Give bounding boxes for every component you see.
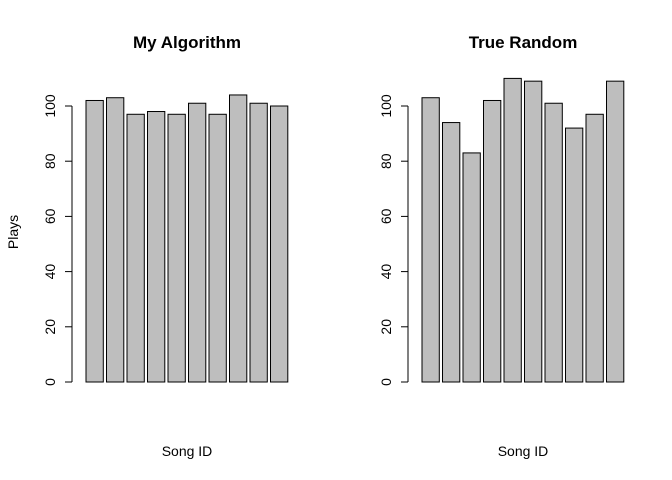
bar-song-9 [249,102,268,383]
bar-song-10 [606,80,625,383]
y-tick-label: 0 [42,378,58,386]
y-tick-label: 60 [42,208,58,224]
y-tick-label: 40 [378,264,394,280]
chart-title: My Algorithm [133,33,241,52]
y-axis: 0 20 40 60 80 100 [378,94,409,386]
y-tick-label: 40 [42,264,58,280]
y-tick-label: 20 [378,319,394,335]
y-tick-label: 80 [42,153,58,169]
bar-song-2 [442,122,461,383]
bar-song-3 [126,113,145,383]
bar-song-4 [483,99,502,383]
bar-song-6 [188,102,207,383]
bar-song-5 [167,113,186,383]
bar-song-6 [524,80,543,383]
chart-panel-my-algorithm: My Algorithm Song ID 0 20 40 60 80 100 [42,33,289,459]
y-axis-label: Plays [5,215,21,249]
bar-song-8 [229,94,248,383]
bar-song-5 [503,77,522,383]
bar-song-1 [85,99,104,383]
y-tick-label: 100 [378,94,394,118]
chart-title: True Random [469,33,578,52]
x-axis-label: Song ID [162,443,213,459]
bars [85,94,289,383]
chart-panel-true-random: True Random Song ID 0 20 40 60 80 100 [378,33,625,459]
y-tick-label: 0 [378,378,394,386]
bar-song-2 [106,97,125,383]
bars [421,77,625,383]
y-tick-label: 80 [378,153,394,169]
bar-song-3 [462,152,481,383]
bar-song-9 [585,113,604,383]
bar-song-10 [270,105,289,383]
bar-song-4 [147,111,166,383]
x-axis-label: Song ID [498,443,549,459]
y-tick-label: 100 [42,94,58,118]
bar-song-7 [544,102,563,383]
bar-song-7 [208,113,227,383]
y-axis: 0 20 40 60 80 100 [42,94,73,386]
bar-song-1 [421,97,440,383]
y-tick-label: 20 [42,319,58,335]
bar-song-8 [565,127,584,383]
y-tick-label: 60 [378,208,394,224]
